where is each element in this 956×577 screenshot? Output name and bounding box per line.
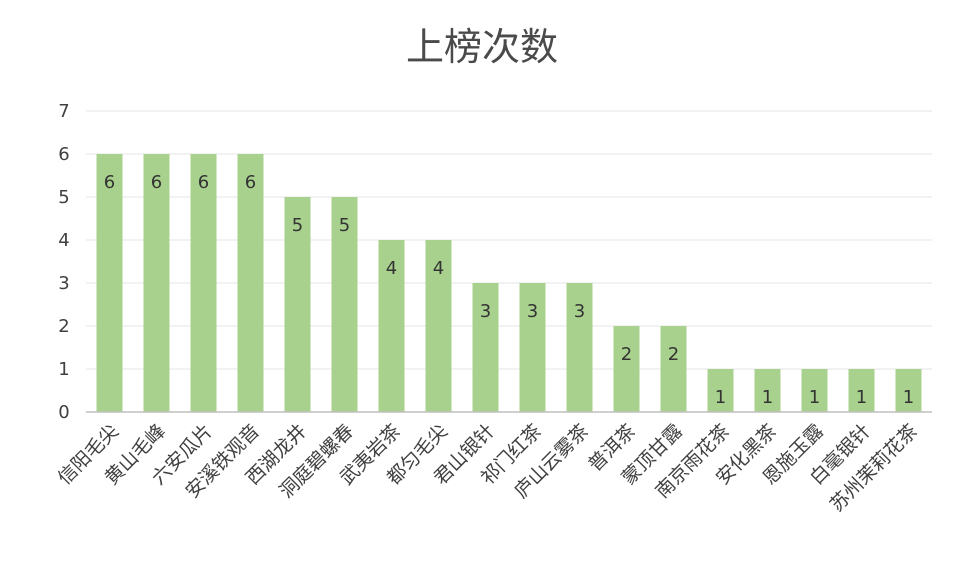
bar: [96, 154, 123, 412]
y-tick-label: 2: [58, 316, 69, 337]
data-label: 6: [104, 172, 115, 193]
data-label: 6: [151, 172, 162, 193]
bar: [284, 197, 311, 412]
bar: [566, 283, 593, 412]
data-label: 2: [621, 344, 632, 365]
bars: [96, 154, 922, 412]
y-tick-label: 5: [58, 187, 69, 208]
data-label: 6: [198, 172, 209, 193]
bar: [895, 369, 922, 412]
data-label: 1: [856, 387, 867, 408]
data-label: 1: [809, 387, 820, 408]
data-label: 1: [715, 387, 726, 408]
bar: [848, 369, 875, 412]
bar: [378, 240, 405, 412]
bar: [707, 369, 734, 412]
data-label: 4: [386, 258, 397, 279]
bar: [190, 154, 217, 412]
y-tick-label: 4: [58, 230, 69, 251]
bar: [143, 154, 170, 412]
bar: [519, 283, 546, 412]
y-tick-label: 0: [58, 402, 69, 423]
data-label: 3: [527, 301, 538, 322]
y-axis-ticks: 0 1 2 3 4 5 6 7: [58, 101, 69, 423]
bar: [660, 326, 687, 412]
data-label: 5: [292, 215, 303, 236]
data-label: 3: [574, 301, 585, 322]
data-label: 1: [903, 387, 914, 408]
bar: [613, 326, 640, 412]
bar: [801, 369, 828, 412]
y-tick-label: 1: [58, 359, 69, 380]
bar: [472, 283, 499, 412]
y-tick-label: 6: [58, 144, 69, 165]
data-label: 6: [245, 172, 256, 193]
data-label: 2: [668, 344, 679, 365]
bar: [754, 369, 781, 412]
data-label: 4: [433, 258, 444, 279]
data-label: 3: [480, 301, 491, 322]
bar: [237, 154, 264, 412]
data-label: 5: [339, 215, 350, 236]
bar: [425, 240, 452, 412]
x-axis-categories: 信阳毛尖黄山毛峰六安瓜片安溪铁观音西湖龙井洞庭碧螺春武夷岩茶都匀毛尖君山银针祁门…: [54, 420, 922, 516]
chart-title: 上榜次数: [406, 25, 558, 69]
y-tick-label: 3: [58, 273, 69, 294]
data-label: 1: [762, 387, 773, 408]
data-labels: 6 6 6 6 5 5 4 4 3 3 3 2 2 1 1 1 1 1: [104, 172, 914, 408]
bar: [331, 197, 358, 412]
y-tick-label: 7: [58, 101, 69, 122]
gridlines: [86, 110, 932, 370]
